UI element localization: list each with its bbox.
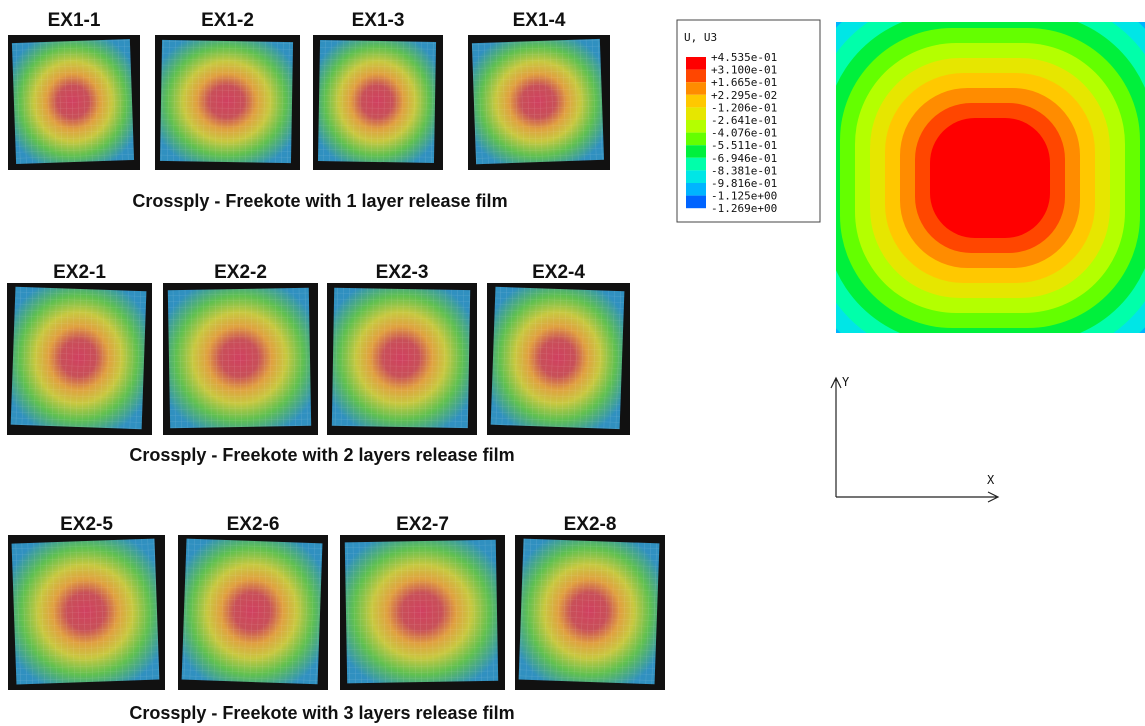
specimen-label: EX2-3 [376, 262, 429, 283]
legend-value: -1.125e+00 [711, 190, 777, 203]
specimen-label: EX2-6 [227, 514, 280, 535]
legend-value: -2.641e-01 [711, 114, 777, 127]
specimen-label: EX2-7 [396, 514, 449, 535]
photo-mesh [471, 38, 605, 165]
group-caption: Crossply - Freekote with 3 layers releas… [129, 703, 514, 723]
photo-mesh [344, 539, 499, 684]
legend-swatch [686, 94, 706, 108]
group-caption: Crossply - Freekote with 1 layer release… [132, 191, 507, 211]
legend-value: +3.100e-01 [711, 64, 777, 77]
contour-band [933, 121, 1047, 235]
legend-swatch [686, 195, 706, 209]
specimen-label: EX1-2 [201, 10, 254, 31]
photo-mesh [331, 287, 471, 429]
axis-label-x: X [987, 473, 995, 487]
legend-value: -1.269e+00 [711, 202, 777, 215]
photo-mesh [181, 538, 323, 685]
legend-swatch [686, 69, 706, 83]
legend-title: U, U3 [684, 31, 717, 44]
legend-value: -4.076e-01 [711, 127, 777, 140]
legend-value: -9.816e-01 [711, 177, 777, 190]
legend-swatch [686, 157, 706, 171]
photo-mesh [317, 39, 437, 163]
photo-mesh [11, 39, 135, 165]
legend-value: -5.511e-01 [711, 139, 777, 152]
legend-swatch [686, 170, 706, 183]
photo-mesh [10, 286, 147, 430]
specimen-label: EX2-4 [532, 262, 585, 283]
legend-value: -6.946e-01 [711, 152, 777, 165]
specimen-label: EX2-1 [53, 262, 106, 283]
specimen-label: EX1-1 [48, 10, 101, 31]
photo-mesh [518, 538, 660, 685]
specimen-label: EX1-4 [513, 10, 566, 31]
specimen-label: EX2-8 [564, 514, 617, 535]
legend-value: -1.206e-01 [711, 101, 777, 114]
specimen-label: EX2-5 [60, 514, 113, 535]
legend-swatch [686, 120, 706, 133]
axis-label-y: Y [842, 375, 850, 389]
photo-mesh [11, 538, 160, 685]
legend-swatch [686, 132, 706, 146]
legend-swatch [686, 183, 706, 196]
axis-arrows [830, 376, 1000, 503]
legend-value: -8.381e-01 [711, 164, 777, 177]
legend-value: +1.665e-01 [711, 76, 777, 89]
group-caption: Crossply - Freekote with 2 layers releas… [129, 445, 514, 465]
photo-mesh [159, 39, 294, 164]
legend-value: +2.295e-02 [711, 89, 777, 102]
photo-mesh [167, 287, 312, 429]
legend-value: +4.535e-01 [711, 51, 777, 64]
specimen-label: EX1-3 [352, 10, 405, 31]
legend-swatch [686, 145, 706, 158]
legend-swatch [686, 107, 706, 120]
contour-plot [836, 22, 1145, 333]
specimen-label: EX2-2 [214, 262, 267, 283]
photo-mesh [490, 286, 625, 430]
legend-swatch [686, 57, 706, 70]
legend-swatch [686, 82, 706, 95]
